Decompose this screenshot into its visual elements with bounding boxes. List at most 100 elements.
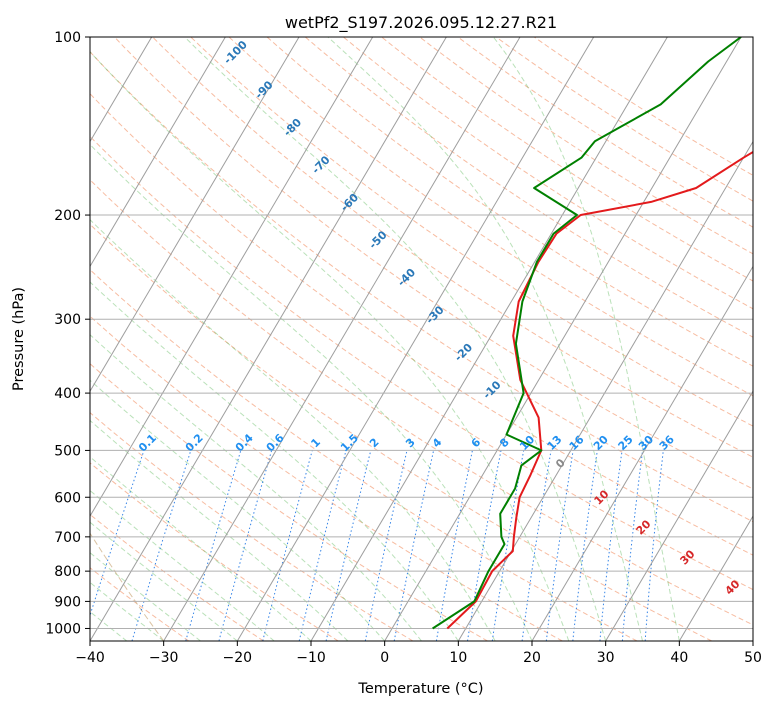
x-tick-label: 50: [744, 650, 762, 666]
x-tick-label: 0: [380, 650, 389, 666]
dry-adiabat: [114, 37, 753, 490]
mixing-ratio-line: [572, 450, 598, 641]
dry-adiabat: [90, 92, 753, 556]
mixing-ratio-label: 0.4: [233, 431, 256, 454]
mixing-ratio-label: 6: [469, 435, 484, 450]
moist-adiabat: [493, 37, 680, 641]
isotherm: [678, 515, 753, 641]
isotherm: [605, 390, 753, 641]
mixing-ratio-line: [491, 450, 525, 641]
dry-adiabat: [90, 179, 753, 626]
y-tick-label: 400: [54, 386, 81, 402]
mixing-ratio-label: 0.1: [136, 431, 159, 454]
isotherm: [236, 37, 595, 641]
mixing-ratio-label: 4: [430, 435, 445, 450]
x-tick-label: 20: [523, 650, 541, 666]
background-lines: [90, 37, 753, 641]
dry-adiabat: [533, 37, 753, 176]
dry-adiabat: [457, 37, 753, 228]
mixing-ratio-line: [545, 450, 574, 641]
mixing-ratio-label: 0.6: [264, 431, 287, 454]
mixing-ratio-line: [262, 450, 313, 641]
dry-adiabat: [90, 223, 712, 641]
dry-adiabat-label: -10: [480, 378, 503, 401]
plot-frame: [89, 36, 754, 642]
dry-adiabat: [419, 37, 753, 255]
isotherm: [90, 37, 226, 268]
y-tick-label: 1000: [45, 621, 81, 637]
dry-adiabat: [152, 37, 753, 458]
mixing-ratio-line: [185, 450, 242, 641]
mixing-ratio-label: 2: [367, 436, 382, 451]
isotherm: [163, 37, 521, 641]
mixing-ratio-line: [521, 450, 552, 641]
x-tick-label: 40: [670, 650, 688, 666]
temperature-profile: [446, 150, 753, 630]
y-tick-label: 300: [54, 312, 81, 328]
isotherm: [310, 37, 668, 641]
isotherm: [0, 37, 4, 641]
dry-adiabat-label: -100: [221, 38, 250, 67]
x-tick-label: 10: [449, 650, 467, 666]
x-axis-title: Temperature (°C): [357, 681, 483, 697]
isotherm: [752, 640, 753, 641]
mixing-ratio-label: 3: [403, 436, 418, 451]
mixing-ratio-line: [131, 450, 192, 641]
dry-adiabat: [90, 135, 753, 591]
isotherm: [90, 37, 300, 393]
moist-adiabat: [90, 281, 459, 641]
mixing-ratio-line: [644, 450, 664, 641]
dry-adiabat: [381, 37, 753, 282]
dry-adiabat-label: -80: [281, 116, 304, 139]
mixing-ratio-label: 8: [497, 436, 512, 451]
mixing-ratio-line: [218, 450, 273, 641]
isotherm: [531, 265, 753, 641]
y-tick-label: 800: [54, 564, 81, 580]
dry-adiabat-label: -30: [423, 303, 446, 326]
isotherm: [90, 37, 374, 518]
dry-adiabat-label: -20: [452, 341, 475, 364]
moist-adiabat: [90, 521, 238, 641]
dry-adiabat: [90, 51, 753, 523]
moist-adiabat: [184, 37, 607, 641]
moist-adiabat: [90, 489, 275, 641]
y-tick-label: 200: [54, 208, 81, 224]
x-tick-label: −30: [149, 650, 179, 666]
dry-adiabat-label: -40: [395, 266, 418, 289]
profile-lines: [432, 37, 753, 630]
dry-adiabat: [90, 363, 488, 641]
dry-adiabat-label: -60: [338, 191, 361, 214]
axis-ticks: −40 −30 −20 −10 0 10 20 30 40 5010020030040050060…: [45, 30, 762, 666]
dry-adiabat: [228, 37, 753, 397]
reference-curve: [90, 532, 165, 641]
mixing-ratio-line: [90, 450, 145, 617]
mixing-ratio-line: [298, 450, 347, 641]
mixing-ratio-label: 1.5: [338, 431, 361, 454]
moist-adiabat: [90, 219, 496, 641]
dewpoint-profile: [432, 37, 742, 630]
dry-adiabat: [90, 513, 264, 641]
dry-adiabat: [495, 37, 753, 202]
moist-adiabat: [90, 456, 312, 641]
x-tick-label: 30: [597, 650, 615, 666]
moist-adiabat: [90, 143, 533, 641]
moist-adiabat: [90, 51, 570, 641]
chart-title: wetPf2_S197.2026.095.12.27.R21: [285, 13, 557, 33]
mixing-ratio-line: [393, 450, 435, 641]
mixing-ratio-line: [621, 450, 644, 641]
moist-adiabat-label: 40: [723, 577, 743, 597]
mixing-ratio-line: [325, 450, 372, 641]
dry-adiabat: [190, 37, 753, 427]
grid-lines: [0, 37, 753, 641]
isotherm: [90, 37, 447, 641]
moist-adiabat: [90, 379, 386, 641]
isotherm: [457, 140, 753, 641]
y-tick-label: 600: [54, 490, 81, 506]
dry-adiabat: [304, 37, 753, 338]
y-axis-title: Pressure (hPa): [11, 287, 27, 391]
y-tick-label: 900: [54, 594, 81, 610]
y-tick-label: 100: [54, 30, 81, 46]
moist-adiabat: [90, 552, 201, 641]
moist-adiabat-label: 20: [634, 517, 654, 537]
